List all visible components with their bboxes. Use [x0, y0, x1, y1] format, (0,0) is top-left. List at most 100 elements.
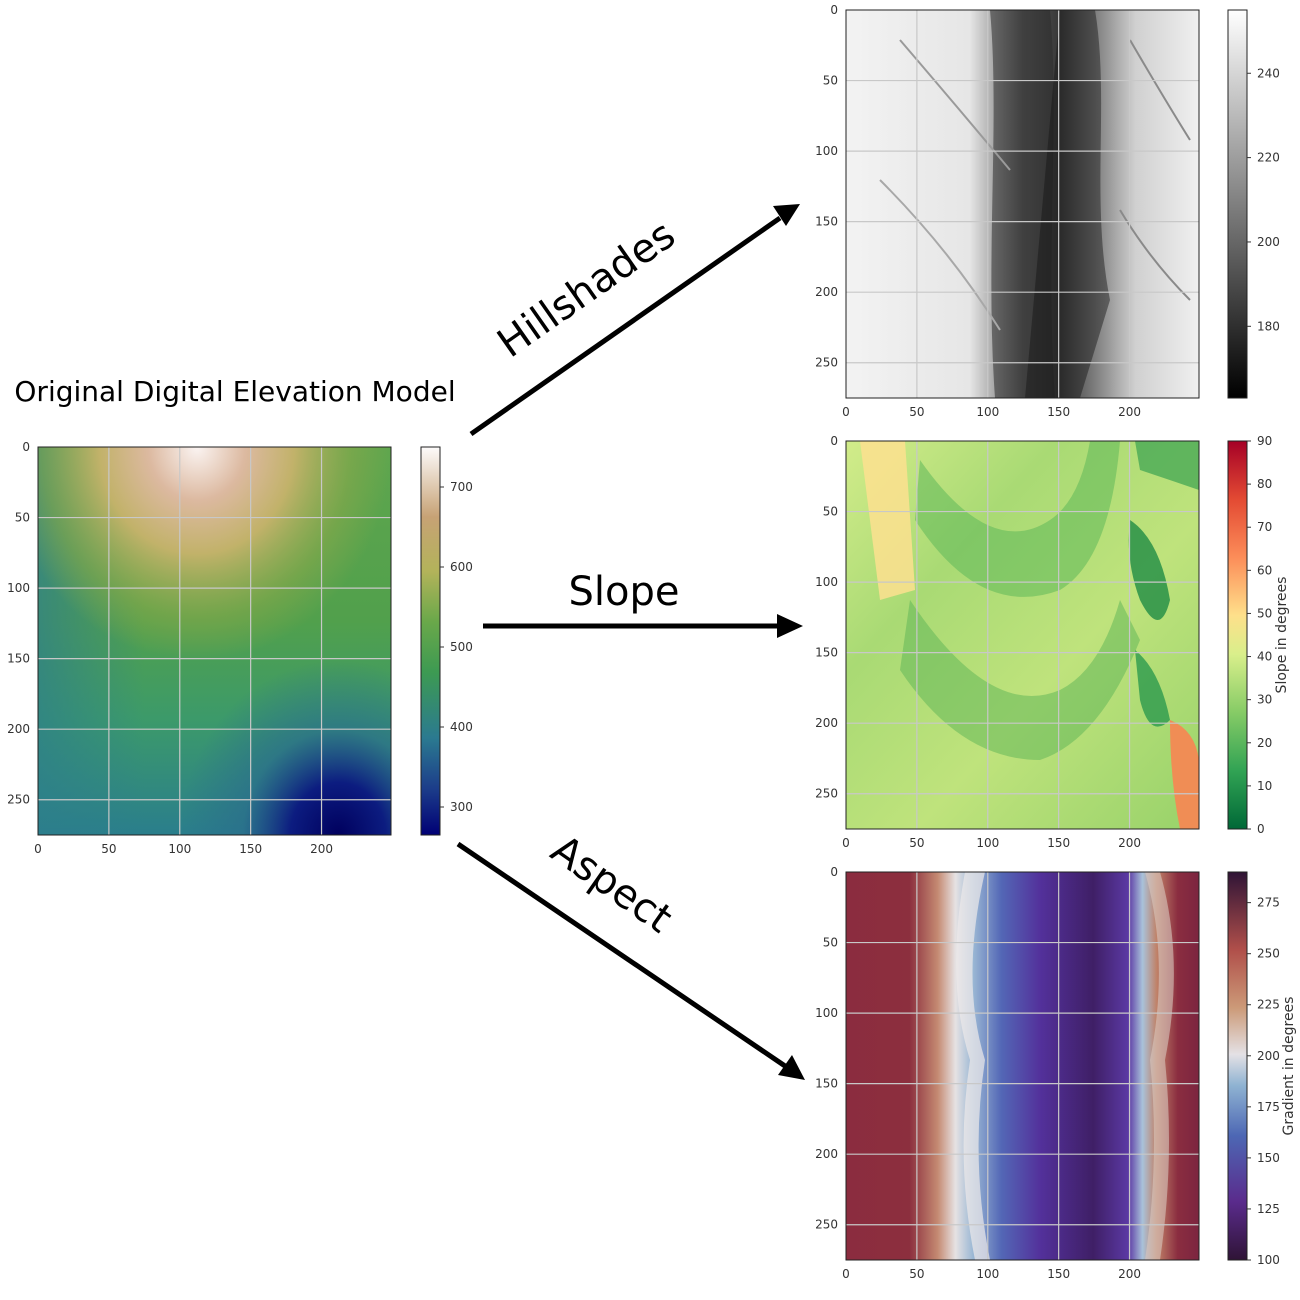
aspect-grid — [846, 872, 1199, 1260]
slope-axes-frame — [845, 440, 1200, 830]
slope-colorbar-ticks: 0 10 20 30 40 50 60 70 80 90 — [1247, 434, 1272, 836]
y-tick-label: 100 — [815, 144, 838, 158]
y-tick-label: 100 — [7, 581, 30, 595]
slope-image — [846, 441, 1199, 829]
colorbar-tick-label: 100 — [1257, 1253, 1280, 1267]
colorbar-tick-label: 220 — [1257, 151, 1280, 165]
y-tick-label: 100 — [815, 575, 838, 589]
y-tick-label: 0 — [830, 3, 838, 17]
arrow-aspect-label: Aspect — [543, 827, 681, 943]
x-tick-label: 200 — [1118, 405, 1141, 419]
colorbar-tick-label: 60 — [1257, 563, 1272, 577]
y-tick-label: 250 — [815, 787, 838, 801]
x-tick-label: 0 — [842, 836, 850, 850]
hillshade-panel: 0 50 100 150 200 0 50 100 150 200 250 180 200 220 240 — [815, 3, 1280, 419]
dem-axes-frame — [37, 446, 392, 836]
colorbar-tick-label: 200 — [1257, 1049, 1280, 1063]
x-tick-label: 200 — [310, 842, 333, 856]
x-tick-label: 100 — [976, 836, 999, 850]
colorbar-tick-label: 0 — [1257, 822, 1265, 836]
colorbar-tick-label: 30 — [1257, 693, 1272, 707]
slope-colorbar-label: Slope in degrees — [1274, 577, 1290, 694]
colorbar-tick-label: 150 — [1257, 1151, 1280, 1165]
x-tick-label: 150 — [1047, 1267, 1070, 1281]
colorbar-tick-label: 250 — [1257, 947, 1280, 961]
y-tick-label: 0 — [22, 440, 30, 454]
colorbar-tick-label: 225 — [1257, 998, 1280, 1012]
y-tick-label: 0 — [830, 434, 838, 448]
y-tick-label: 200 — [815, 716, 838, 730]
y-tick-label: 150 — [815, 646, 838, 660]
hillshade-axes-frame — [845, 9, 1200, 399]
hillshade-colorbar-ticks: 180 200 220 240 — [1247, 66, 1280, 333]
dem-title: Original Digital Elevation Model — [14, 375, 455, 408]
colorbar-tick-label: 200 — [1257, 235, 1280, 249]
slope-colorbar — [1227, 440, 1248, 830]
y-tick-label: 50 — [823, 505, 838, 519]
y-tick-label: 50 — [823, 936, 838, 950]
colorbar-tick-label: 400 — [450, 720, 473, 734]
x-tick-label: 100 — [976, 1267, 999, 1281]
colorbar-tick-label: 275 — [1257, 896, 1280, 910]
x-tick-label: 100 — [976, 405, 999, 419]
aspect-image — [846, 872, 1199, 1260]
x-tick-label: 50 — [909, 1267, 924, 1281]
arrow-aspect: Aspect — [456, 827, 805, 1080]
hillshade-grid — [846, 10, 1199, 398]
x-tick-label: 100 — [168, 842, 191, 856]
slope-tick-labels: 0 50 100 150 200 0 50 100 150 200 250 — [815, 434, 1141, 850]
arrow-slope-label: Slope — [569, 569, 680, 615]
x-tick-label: 200 — [1118, 1267, 1141, 1281]
x-tick-label: 50 — [101, 842, 116, 856]
y-tick-label: 0 — [830, 865, 838, 879]
dem-colorbar-ticks: 300 400 500 600 700 — [440, 480, 473, 814]
aspect-colorbar — [1227, 871, 1248, 1261]
y-tick-label: 50 — [15, 511, 30, 525]
x-tick-label: 0 — [842, 1267, 850, 1281]
y-tick-label: 50 — [823, 74, 838, 88]
y-tick-label: 200 — [7, 722, 30, 736]
dem-colorbar — [420, 446, 441, 836]
dem-image — [38, 447, 391, 835]
aspect-panel: 0 50 100 150 200 0 50 100 150 200 250 100 125 150 175… — [815, 865, 1297, 1281]
arrow-aspect-shaft — [456, 841, 787, 1069]
dem-grid — [38, 447, 391, 835]
arrow-slope-head — [777, 614, 803, 638]
colorbar-tick-label: 300 — [450, 800, 473, 814]
x-tick-label: 150 — [239, 842, 262, 856]
aspect-colorbar-ticks: 100 125 150 175 200 225 250 275 — [1247, 896, 1280, 1267]
colorbar-tick-label: 80 — [1257, 477, 1272, 491]
colorbar-tick-label: 70 — [1257, 520, 1272, 534]
colorbar-tick-label: 180 — [1257, 319, 1280, 333]
arrow-aspect-head — [778, 1055, 805, 1080]
colorbar-tick-label: 700 — [450, 480, 473, 494]
aspect-tick-labels: 0 50 100 150 200 0 50 100 150 200 250 — [815, 865, 1141, 1281]
aspect-colorbar-label: Gradient in degrees — [1281, 997, 1297, 1136]
y-tick-label: 150 — [7, 652, 30, 666]
arrow-slope: Slope — [483, 569, 803, 638]
x-tick-label: 50 — [909, 836, 924, 850]
colorbar-tick-label: 10 — [1257, 779, 1272, 793]
y-tick-label: 100 — [815, 1006, 838, 1020]
hillshade-image — [846, 10, 1199, 398]
y-tick-label: 150 — [815, 1077, 838, 1091]
arrow-hillshades: Hillshades — [469, 204, 800, 437]
colorbar-tick-label: 90 — [1257, 434, 1272, 448]
arrow-hillshades-label: Hillshades — [489, 212, 683, 367]
y-tick-label: 250 — [7, 793, 30, 807]
arrow-hillshades-head — [773, 204, 800, 226]
colorbar-tick-label: 600 — [450, 560, 473, 574]
colorbar-tick-label: 20 — [1257, 736, 1272, 750]
x-tick-label: 0 — [34, 842, 42, 856]
dem-tick-labels: 0 50 100 150 200 0 50 100 150 200 250 — [7, 440, 333, 856]
x-tick-label: 150 — [1047, 836, 1070, 850]
x-tick-label: 150 — [1047, 405, 1070, 419]
y-tick-label: 200 — [815, 1147, 838, 1161]
dem-panel: Original Digital Elevation Model 0 50 100 1… — [7, 375, 473, 856]
slope-panel: 0 50 100 150 200 0 50 100 150 200 250 0 10 20 30 40 50 6… — [815, 434, 1290, 850]
y-tick-label: 200 — [815, 285, 838, 299]
colorbar-tick-label: 500 — [450, 640, 473, 654]
y-tick-label: 250 — [815, 356, 838, 370]
y-tick-label: 250 — [815, 1218, 838, 1232]
